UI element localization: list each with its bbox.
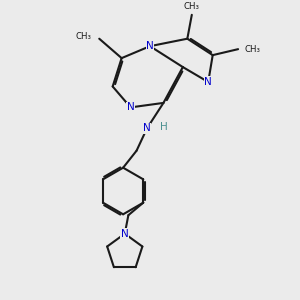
Text: CH₃: CH₃ bbox=[184, 2, 200, 11]
Text: N: N bbox=[143, 123, 151, 133]
Text: N: N bbox=[127, 102, 134, 112]
Text: CH₃: CH₃ bbox=[76, 32, 92, 41]
Text: N: N bbox=[146, 41, 154, 51]
Text: H: H bbox=[160, 122, 167, 132]
Text: N: N bbox=[121, 229, 129, 239]
Text: N: N bbox=[204, 77, 212, 87]
Text: CH₃: CH₃ bbox=[244, 45, 260, 54]
